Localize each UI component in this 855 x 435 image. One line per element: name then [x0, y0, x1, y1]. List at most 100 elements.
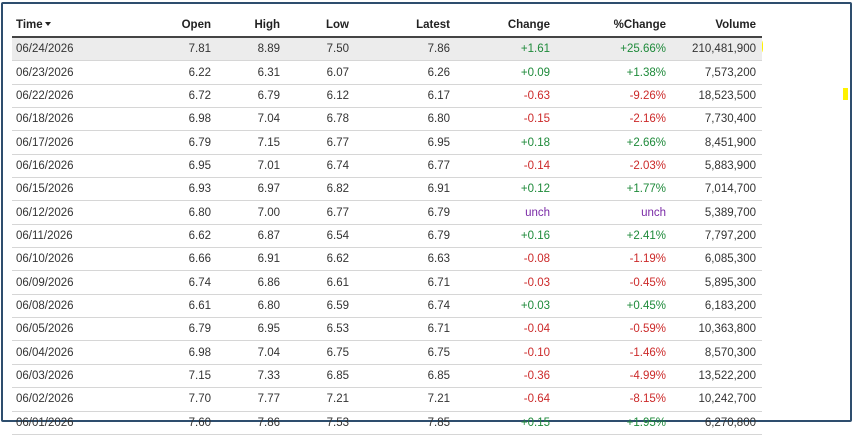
table-row: 06/08/2026 6.61 6.80 6.59 6.74 +0.03 +0.45% 6,1…: [12, 294, 762, 319]
cell-latest: 6.80: [355, 107, 456, 132]
cell-open: 6.80: [111, 200, 217, 225]
cell-change: +0.18: [456, 130, 556, 155]
table-row: 06/03/2026 7.15 7.33 6.85 6.85 -0.36 -4.99% 13,…: [12, 364, 762, 389]
cell-latest: 7.86: [355, 37, 456, 62]
cell-low: 6.77: [286, 200, 355, 225]
cell-high: 6.31: [217, 60, 286, 85]
cell-latest: 6.85: [355, 364, 456, 389]
cell-high: 6.87: [217, 224, 286, 249]
cell-low: 6.61: [286, 270, 355, 295]
cell-latest: 6.63: [355, 247, 456, 272]
column-header-latest[interactable]: Latest: [355, 13, 456, 38]
cell-high: 8.89: [217, 37, 286, 62]
cell-open: 7.70: [111, 387, 217, 412]
cell-open: 6.95: [111, 154, 217, 179]
cell-pct-change: -8.15%: [556, 387, 672, 412]
cell-high: 7.77: [217, 387, 286, 412]
cell-change: -0.14: [456, 154, 556, 179]
table-row: 06/16/2026 6.95 7.01 6.74 6.77 -0.14 -2.03% 5,8…: [12, 154, 762, 179]
cell-change: +0.12: [456, 177, 556, 202]
cell-date: 06/12/2026: [12, 200, 111, 225]
cell-open: 6.61: [111, 294, 217, 319]
cell-high: 6.97: [217, 177, 286, 202]
cell-date: 06/16/2026: [12, 154, 111, 179]
cell-date: 06/22/2026: [12, 84, 111, 109]
cell-volume: 7,730,400: [672, 107, 762, 132]
cell-pct-change: -0.45%: [556, 270, 672, 295]
cell-volume: 5,883,900: [672, 154, 762, 179]
cell-low: 6.82: [286, 177, 355, 202]
cell-latest: 6.95: [355, 130, 456, 155]
cell-high: 7.33: [217, 364, 286, 389]
cell-low: 6.53: [286, 317, 355, 342]
cell-open: 6.98: [111, 107, 217, 132]
cell-open: 7.15: [111, 364, 217, 389]
cell-latest: 7.85: [355, 411, 456, 435]
table-row: 06/18/2026 6.98 7.04 6.78 6.80 -0.15 -2.16% 7,7…: [12, 107, 762, 132]
table-row: 06/23/2026 6.22 6.31 6.07 6.26 +0.09 +1.38% 7,5…: [12, 60, 762, 85]
cell-change: +0.16: [456, 224, 556, 249]
cell-change: -0.08: [456, 247, 556, 272]
cell-pct-change: +25.66%: [556, 37, 672, 62]
cell-pct-change: -1.19%: [556, 247, 672, 272]
cell-volume: 5,389,700: [672, 200, 762, 225]
column-header-volume[interactable]: Volume: [672, 13, 762, 38]
cell-date: 06/17/2026: [12, 130, 111, 155]
cell-date: 06/23/2026: [12, 60, 111, 85]
cell-high: 6.86: [217, 270, 286, 295]
cell-latest: 6.17: [355, 84, 456, 109]
cell-open: 6.93: [111, 177, 217, 202]
cell-volume: 8,570,300: [672, 340, 762, 365]
cell-latest: 6.71: [355, 270, 456, 295]
table-row: 06/15/2026 6.93 6.97 6.82 6.91 +0.12 +1.77% 7,0…: [12, 177, 762, 202]
table-row: 06/24/2026 7.81 8.89 7.50 7.86 +1.61 +25.66% 21…: [12, 37, 762, 62]
column-header-high[interactable]: High: [217, 13, 286, 38]
cell-date: 06/10/2026: [12, 247, 111, 272]
table-row: 06/17/2026 6.79 7.15 6.77 6.95 +0.18 +2.66% 8,4…: [12, 130, 762, 155]
cell-latest: 6.79: [355, 200, 456, 225]
price-history-table: Time Open High Low Latest Change %Change…: [12, 13, 762, 435]
cell-high: 7.86: [217, 411, 286, 435]
cell-low: 6.75: [286, 340, 355, 365]
cell-volume: 7,797,200: [672, 224, 762, 249]
cell-change: -0.36: [456, 364, 556, 389]
cell-high: 7.00: [217, 200, 286, 225]
cell-change: unch: [456, 200, 556, 225]
cell-low: 6.78: [286, 107, 355, 132]
cell-date: 06/08/2026: [12, 294, 111, 319]
table-row: 06/04/2026 6.98 7.04 6.75 6.75 -0.10 -1.46% 8,5…: [12, 340, 762, 365]
cell-volume: 7,014,700: [672, 177, 762, 202]
cell-latest: 6.91: [355, 177, 456, 202]
column-header-change[interactable]: Change: [456, 13, 556, 38]
cell-open: 6.66: [111, 247, 217, 272]
cell-volume: 210,481,900: [672, 37, 762, 62]
cell-change: -0.15: [456, 107, 556, 132]
cell-latest: 6.26: [355, 60, 456, 85]
cell-pct-change: -4.99%: [556, 364, 672, 389]
cell-low: 6.74: [286, 154, 355, 179]
cell-volume: 7,573,200: [672, 60, 762, 85]
cell-volume: 8,451,900: [672, 130, 762, 155]
table-row: 06/11/2026 6.62 6.87 6.54 6.79 +0.16 +2.41% 7,7…: [12, 224, 762, 249]
column-header-low[interactable]: Low: [286, 13, 355, 38]
cell-low: 6.12: [286, 84, 355, 109]
cell-pct-change: -1.46%: [556, 340, 672, 365]
table-row: 06/01/2026 7.60 7.86 7.53 7.85 +0.15 +1.95% 6,2…: [12, 411, 762, 435]
cell-date: 06/02/2026: [12, 387, 111, 412]
sort-descending-caret-icon[interactable]: [44, 22, 51, 27]
cell-pct-change: +0.45%: [556, 294, 672, 319]
cell-open: 6.72: [111, 84, 217, 109]
column-header-pct-change[interactable]: %Change: [556, 13, 672, 38]
cell-date: 06/24/2026: [12, 37, 111, 62]
cell-date: 06/11/2026: [12, 224, 111, 249]
cell-change: -0.10: [456, 340, 556, 365]
cell-high: 7.04: [217, 107, 286, 132]
cell-low: 6.54: [286, 224, 355, 249]
cell-latest: 6.77: [355, 154, 456, 179]
column-header-time[interactable]: Time: [12, 13, 111, 38]
table-row: 06/05/2026 6.79 6.95 6.53 6.71 -0.04 -0.59% 10,…: [12, 317, 762, 342]
table-row: 06/22/2026 6.72 6.79 6.12 6.17 -0.63 -9.26% 18,…: [12, 84, 762, 109]
column-header-open[interactable]: Open: [111, 13, 217, 38]
cell-low: 6.85: [286, 364, 355, 389]
cell-high: 6.95: [217, 317, 286, 342]
